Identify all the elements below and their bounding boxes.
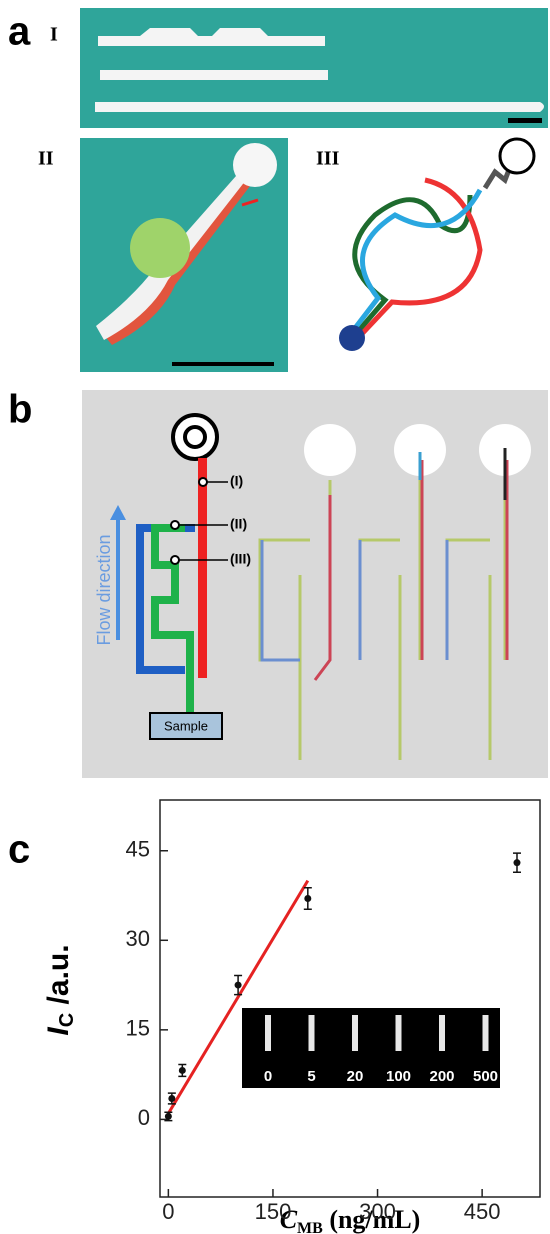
y-tick-label: 15 <box>126 1016 150 1041</box>
figure: a I II III b Flow direction Sample (I) (… <box>0 0 550 1234</box>
scale-bar <box>172 362 274 366</box>
x-label-sub: MB <box>297 1220 323 1234</box>
inset-label: 20 <box>347 1068 364 1085</box>
x-tick-label: 450 <box>464 1199 501 1224</box>
strip <box>95 102 544 112</box>
point <box>235 982 242 989</box>
channel-diagram <box>352 162 512 338</box>
y-axis-label: IC /a.u. <box>42 944 78 1035</box>
point <box>165 1113 172 1120</box>
point <box>179 1067 186 1074</box>
sample-label: Sample <box>164 718 208 733</box>
x-tick-label: 0 <box>162 1199 174 1224</box>
pad <box>173 415 217 459</box>
point <box>304 895 311 902</box>
strip <box>100 70 328 80</box>
inset-label: 500 <box>473 1068 498 1085</box>
panel-label: b <box>8 388 32 432</box>
inset <box>242 1008 500 1088</box>
plot-frame <box>160 800 540 1197</box>
panel-label: a <box>8 10 31 54</box>
inset-label: 0 <box>264 1068 272 1085</box>
panel-label: c <box>8 828 30 872</box>
channel <box>198 458 207 678</box>
inset-label: 100 <box>386 1068 411 1085</box>
inset-band <box>309 1015 315 1051</box>
part-label: III <box>316 148 340 170</box>
inset-band <box>265 1015 271 1051</box>
pad <box>233 143 277 187</box>
inset-band <box>439 1015 445 1051</box>
y-tick-label: 0 <box>138 1105 150 1130</box>
x-tick-label: 300 <box>359 1199 396 1224</box>
y-tick-label: 45 <box>126 837 150 862</box>
part-label: I <box>50 24 58 46</box>
inlet <box>339 325 365 351</box>
point <box>513 859 520 866</box>
pad <box>500 139 534 173</box>
marker-label: (II) <box>230 516 247 532</box>
inset-band <box>483 1015 489 1051</box>
roll <box>130 218 190 278</box>
inset-label: 5 <box>307 1068 315 1085</box>
y-label-sub: C <box>56 1013 78 1027</box>
flow-label: Flow direction <box>94 534 114 645</box>
inset-band <box>396 1015 402 1051</box>
part-label: II <box>38 148 54 170</box>
inset-label: 200 <box>429 1068 454 1085</box>
y-label-rest: /a.u. <box>42 944 75 1012</box>
x-axis-label: CMB (ng/mL) <box>280 1205 421 1234</box>
y-tick-label: 30 <box>126 926 150 951</box>
marker-label: (I) <box>230 473 243 489</box>
inset-band <box>352 1015 358 1051</box>
x-tick-label: 150 <box>255 1199 292 1224</box>
marker-label: (III) <box>230 551 251 567</box>
scale-bar <box>508 118 542 123</box>
point <box>168 1095 175 1102</box>
